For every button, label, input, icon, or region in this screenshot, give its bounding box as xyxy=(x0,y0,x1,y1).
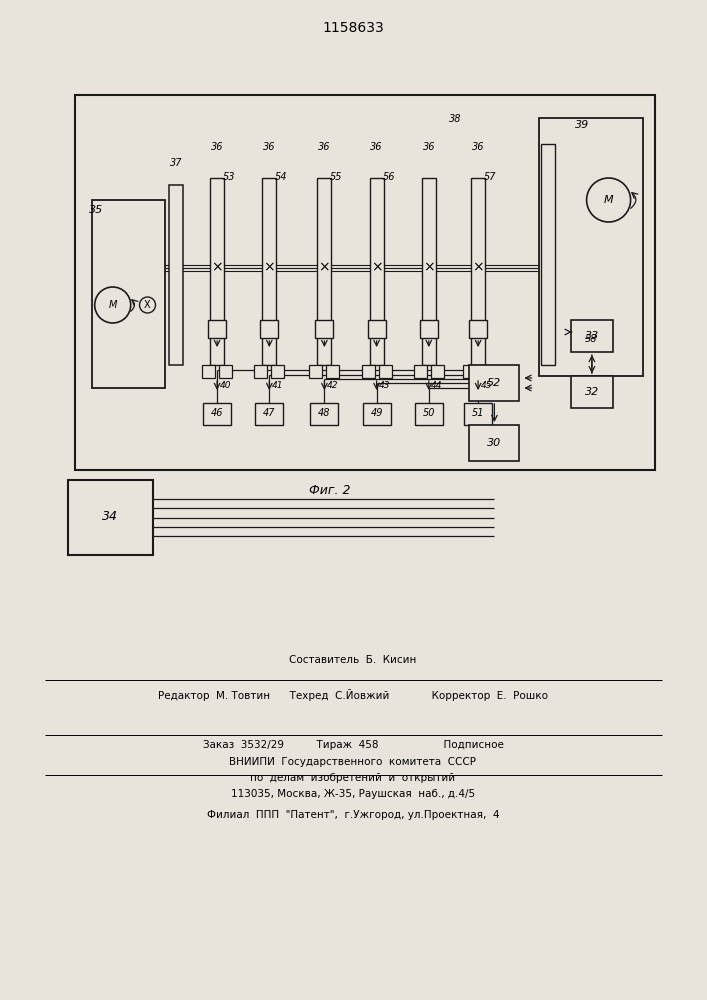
Bar xyxy=(469,425,520,461)
Bar xyxy=(431,365,444,378)
Text: X: X xyxy=(144,300,151,310)
Bar xyxy=(271,365,284,378)
Bar xyxy=(202,365,215,378)
Text: 50: 50 xyxy=(423,408,435,418)
Bar xyxy=(327,365,339,378)
Bar xyxy=(541,144,555,365)
Text: 35: 35 xyxy=(89,205,103,215)
Text: 56: 56 xyxy=(382,172,395,182)
Bar xyxy=(310,365,322,378)
Bar xyxy=(255,365,267,378)
Bar xyxy=(571,320,613,352)
Text: 53: 53 xyxy=(223,172,235,182)
Text: ×: × xyxy=(211,260,223,274)
Bar xyxy=(93,200,165,387)
Text: 1158633: 1158633 xyxy=(322,21,384,35)
Bar xyxy=(539,117,643,376)
Text: 40: 40 xyxy=(219,381,231,390)
Circle shape xyxy=(95,287,131,323)
Bar xyxy=(255,402,284,424)
Text: 54: 54 xyxy=(275,172,288,182)
Bar xyxy=(315,320,334,338)
Bar xyxy=(464,402,492,424)
Bar xyxy=(422,178,436,365)
Circle shape xyxy=(139,297,156,313)
Text: 36: 36 xyxy=(263,142,276,152)
Text: 34: 34 xyxy=(102,510,118,524)
Text: 113035, Москва, Ж-35, Раушская  наб., д.4/5: 113035, Москва, Ж-35, Раушская наб., д.4… xyxy=(231,789,475,799)
Bar xyxy=(317,178,332,365)
Text: 51: 51 xyxy=(472,408,484,418)
Text: 46: 46 xyxy=(211,408,223,418)
Text: 44: 44 xyxy=(431,381,443,390)
Text: Составитель  Б.  Кисин: Составитель Б. Кисин xyxy=(289,655,416,665)
Bar xyxy=(75,95,655,470)
Text: 37: 37 xyxy=(170,157,182,167)
Text: ×: × xyxy=(319,260,330,274)
Text: ×: × xyxy=(370,260,382,274)
Bar xyxy=(210,178,224,365)
Text: 55: 55 xyxy=(330,172,343,182)
Bar xyxy=(219,365,232,378)
Bar xyxy=(469,320,487,338)
Text: Редактор  М. Товтин      Техред  С.Йовжий             Корректор  Е.  Рошко: Редактор М. Товтин Техред С.Йовжий Корре… xyxy=(158,689,548,701)
Bar xyxy=(571,328,611,350)
Text: 58: 58 xyxy=(585,334,597,344)
Bar xyxy=(370,178,384,365)
Text: 39: 39 xyxy=(575,120,590,130)
Bar xyxy=(480,365,493,378)
Text: Фиг. 2: Фиг. 2 xyxy=(309,484,351,496)
Text: 52: 52 xyxy=(487,378,501,388)
Bar xyxy=(68,480,153,555)
Bar xyxy=(414,365,427,378)
Text: 33: 33 xyxy=(585,331,599,341)
Text: 36: 36 xyxy=(211,142,223,152)
Bar xyxy=(260,320,279,338)
Text: 41: 41 xyxy=(271,381,283,390)
Bar xyxy=(415,402,443,424)
Bar xyxy=(471,178,485,365)
Text: 49: 49 xyxy=(370,408,383,418)
Text: 45: 45 xyxy=(480,381,492,390)
Text: по  делам  изобретений  и  открытий: по делам изобретений и открытий xyxy=(250,773,455,783)
Text: ×: × xyxy=(423,260,435,274)
Text: 42: 42 xyxy=(327,381,338,390)
Bar xyxy=(363,402,390,424)
Text: 43: 43 xyxy=(379,381,390,390)
Text: 36: 36 xyxy=(423,142,435,152)
Text: M: M xyxy=(604,195,614,205)
Text: 36: 36 xyxy=(370,142,383,152)
Bar xyxy=(469,365,520,401)
Text: 32: 32 xyxy=(585,387,599,397)
Text: ×: × xyxy=(264,260,275,274)
Bar xyxy=(262,178,276,365)
Text: Заказ  3532/29          Тираж  458                    Подписное: Заказ 3532/29 Тираж 458 Подписное xyxy=(203,740,503,750)
Bar xyxy=(208,320,226,338)
Bar xyxy=(361,365,375,378)
Text: 57: 57 xyxy=(484,172,496,182)
Text: ×: × xyxy=(472,260,484,274)
Text: M: M xyxy=(108,300,117,310)
Text: 36: 36 xyxy=(472,142,484,152)
Text: Филиал  ППП  "Патент",  г.Ужгород, ул.Проектная,  4: Филиал ППП "Патент", г.Ужгород, ул.Проек… xyxy=(206,810,499,820)
Bar xyxy=(420,320,438,338)
Text: 36: 36 xyxy=(318,142,331,152)
Bar xyxy=(170,185,184,365)
Circle shape xyxy=(587,178,631,222)
Bar xyxy=(379,365,392,378)
Text: ВНИИПИ  Государственного  комитета  СССР: ВНИИПИ Государственного комитета СССР xyxy=(230,757,477,767)
Text: 48: 48 xyxy=(318,408,331,418)
Bar xyxy=(310,402,339,424)
Bar xyxy=(203,402,231,424)
Bar xyxy=(463,365,476,378)
Bar xyxy=(571,376,613,408)
Text: 30: 30 xyxy=(487,438,501,448)
Bar xyxy=(368,320,385,338)
Text: 38: 38 xyxy=(449,114,461,124)
Text: 47: 47 xyxy=(263,408,276,418)
